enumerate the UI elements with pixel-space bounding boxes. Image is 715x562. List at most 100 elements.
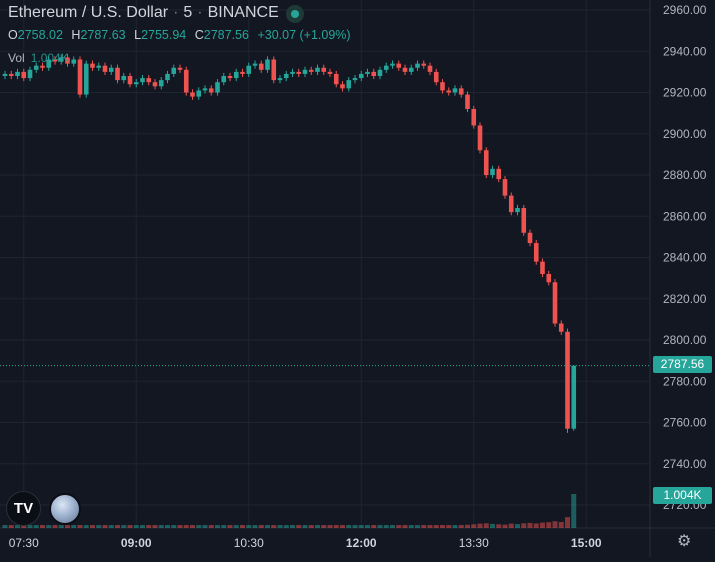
volume-bar — [71, 525, 77, 528]
candle-body — [546, 274, 552, 283]
candle-body — [246, 65, 252, 74]
candle-body — [558, 323, 564, 332]
volume-bar — [8, 525, 14, 528]
volume-bar — [508, 523, 514, 528]
volume-bar — [183, 525, 189, 528]
volume-bar — [321, 525, 327, 528]
volume-value: 1.004K — [30, 51, 69, 65]
volume-bar — [271, 525, 277, 528]
candle-body — [252, 63, 258, 66]
candle-body — [27, 69, 33, 79]
volume-bar — [233, 525, 239, 528]
candle-body — [352, 78, 358, 81]
candle-body — [277, 78, 283, 81]
volume-bar — [83, 525, 89, 528]
low-value: 2755.94 — [141, 28, 187, 42]
volume-bar — [2, 525, 8, 528]
volume-bar — [208, 525, 214, 528]
candle-body — [165, 73, 170, 81]
candle-body — [71, 59, 77, 64]
volume-bar — [46, 525, 52, 528]
volume-bar — [458, 525, 464, 528]
candle-body — [396, 63, 402, 68]
volume-bar — [277, 525, 283, 528]
symbol-header[interactable]: Ethereum / U.S. Dollar · 5 · BINANCE — [8, 4, 279, 22]
volume-bar — [202, 525, 208, 528]
volume-bar — [527, 522, 533, 528]
candle-body — [83, 63, 89, 95]
high-value: 2787.63 — [80, 28, 126, 42]
y-tick-label: 2740.00 — [663, 457, 707, 471]
moon-avatar-icon[interactable] — [49, 493, 81, 525]
volume-bar — [502, 524, 508, 528]
last-price-tag: 2787.56 — [653, 356, 712, 373]
close-label: C — [194, 28, 204, 42]
candle-body — [96, 65, 102, 68]
candle-body — [415, 63, 420, 68]
separator-dot: · — [173, 4, 179, 21]
volume-bar — [540, 522, 545, 528]
candle-body — [571, 365, 577, 429]
candle-body — [196, 90, 202, 97]
volume-bar — [246, 525, 252, 528]
volume-bar — [483, 523, 489, 528]
volume-bar — [421, 525, 427, 528]
candle-body — [502, 179, 508, 196]
candle-body — [202, 88, 208, 91]
volume-bar — [565, 517, 570, 528]
x-tick-label: 15:00 — [571, 536, 602, 550]
candle-body — [315, 67, 320, 72]
volume-bar — [346, 525, 352, 528]
candle-body — [402, 67, 408, 72]
candle-body — [515, 208, 520, 213]
low-label: L — [134, 28, 142, 42]
x-tick-label: 10:30 — [234, 536, 264, 550]
candle-body — [152, 82, 158, 87]
candle-body — [121, 76, 127, 81]
volume-bar — [383, 525, 389, 528]
candle-body — [496, 168, 502, 180]
volume-bar — [521, 523, 527, 528]
candle-body — [90, 63, 95, 68]
volume-bar — [121, 525, 127, 528]
candle-body — [440, 82, 445, 91]
market-status-icon[interactable] — [286, 5, 304, 23]
volume-legend[interactable]: Vol 1.004K — [8, 51, 69, 65]
candle-body — [240, 71, 245, 74]
volume-label: Vol — [8, 51, 25, 65]
candle-body — [340, 84, 345, 89]
ohlc-legend: O2758.02 H2787.63 L2755.94 C2787.56 +30.… — [8, 28, 356, 42]
candle-body — [446, 90, 452, 93]
y-tick-label: 2840.00 — [663, 251, 707, 265]
y-tick-label: 2940.00 — [663, 44, 707, 58]
candle-body — [565, 331, 570, 429]
volume-bar — [290, 525, 295, 528]
volume-bar — [265, 525, 270, 528]
candle-body — [302, 69, 308, 74]
candle-body — [308, 69, 314, 72]
candle-body — [21, 71, 27, 79]
candle-body — [146, 78, 152, 83]
volume-bar — [440, 525, 445, 528]
x-tick-label: 13:30 — [459, 536, 489, 550]
volume-bar — [15, 525, 20, 528]
candle-body — [521, 208, 527, 233]
symbol-name: Ethereum / U.S. Dollar — [8, 4, 169, 21]
volume-bar — [377, 525, 383, 528]
candle-body — [540, 261, 545, 274]
volume-bar — [90, 525, 95, 528]
volume-bar — [308, 525, 314, 528]
y-tick-label: 2760.00 — [663, 416, 707, 430]
volume-bar — [340, 525, 345, 528]
gear-icon[interactable]: ⚙ — [677, 533, 692, 550]
y-tick-label: 2920.00 — [663, 86, 707, 100]
volume-bar — [365, 525, 370, 528]
candle-body — [458, 88, 464, 95]
volume-bar — [302, 525, 308, 528]
volume-bar — [558, 521, 564, 528]
volume-bar — [358, 525, 364, 528]
interval: 5 — [183, 4, 193, 21]
tradingview-logo-icon[interactable]: TV — [6, 491, 41, 526]
